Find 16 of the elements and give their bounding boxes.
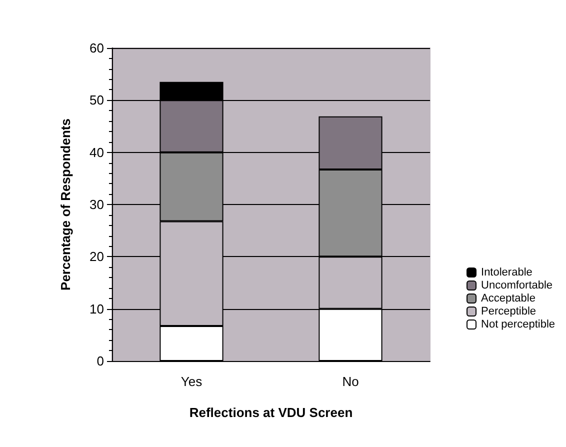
legend-label: Not perceptible [481, 318, 556, 330]
legend-label: Acceptable [481, 292, 536, 304]
y-tick-label: 0 [96, 354, 104, 368]
x-tick-label: Yes [180, 374, 203, 389]
y-tick-label: 40 [90, 144, 104, 160]
x-tick-label: No [342, 374, 359, 389]
legend-label: Perceptible [481, 306, 536, 318]
y-axis-title: Percentage of Respondents [58, 118, 73, 290]
y-tick-label: 60 [90, 40, 104, 56]
legend-label: Intolerable [481, 266, 532, 278]
y-tick-label: 30 [90, 197, 104, 212]
legend-label: Uncomfortable [481, 280, 553, 292]
y-tick-label: 10 [90, 301, 104, 316]
x-axis-title: Reflections at VDU Screen [189, 405, 353, 420]
y-tick-label: 20 [90, 249, 104, 264]
y-tick-label: 50 [90, 92, 104, 108]
